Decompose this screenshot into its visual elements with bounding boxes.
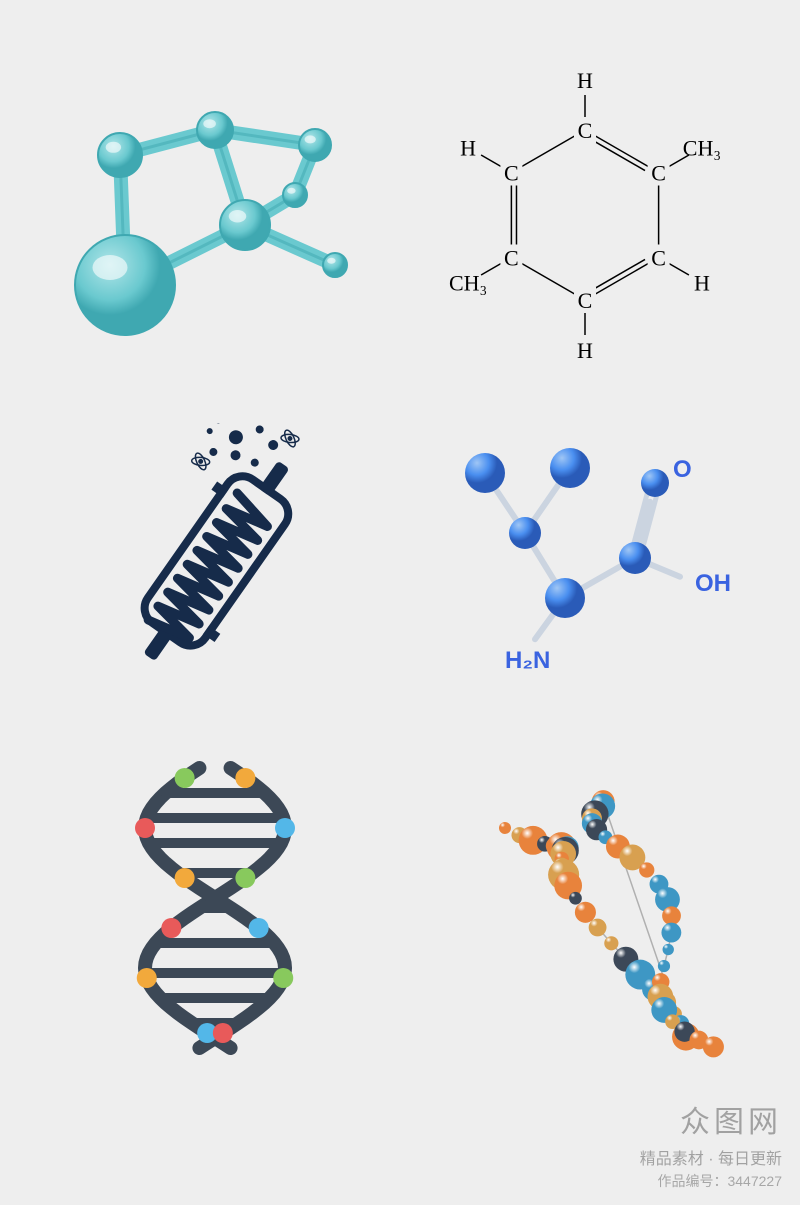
dna-icon bbox=[105, 758, 325, 1058]
amino-acid-icon: O OH H₂N bbox=[425, 423, 745, 703]
condenser-icon bbox=[75, 423, 355, 703]
watermark-id: 作品编号：3447227 bbox=[640, 1171, 782, 1191]
svg-text:OH: OH bbox=[695, 570, 731, 597]
molecule-teal-icon bbox=[65, 85, 365, 345]
svg-text:O: O bbox=[673, 456, 692, 483]
svg-text:C: C bbox=[651, 246, 666, 271]
watermark: 众图网 精品素材 · 每日更新 作品编号：3447227 bbox=[640, 1097, 782, 1191]
svg-text:H₂N: H₂N bbox=[505, 647, 550, 674]
svg-text:C: C bbox=[504, 246, 519, 271]
panel-benzene: CCCCCCHCH₃HHCH₃H bbox=[410, 60, 760, 370]
panel-condenser bbox=[40, 410, 390, 715]
panel-dna bbox=[40, 755, 390, 1060]
panel-molecule-teal bbox=[40, 60, 390, 370]
panel-amino-acid: O OH H₂N bbox=[410, 410, 760, 715]
svg-text:H: H bbox=[694, 271, 710, 296]
svg-text:C: C bbox=[504, 161, 519, 186]
svg-text:H: H bbox=[577, 338, 593, 363]
watermark-main: 众图网 bbox=[640, 1097, 782, 1141]
watermark-sub: 精品素材 · 每日更新 bbox=[640, 1145, 782, 1169]
svg-text:H: H bbox=[460, 136, 476, 161]
svg-text:H: H bbox=[577, 68, 593, 93]
svg-text:C: C bbox=[651, 161, 666, 186]
panel-cluster bbox=[410, 755, 760, 1060]
svg-text:CH₃: CH₃ bbox=[449, 271, 487, 296]
svg-text:C: C bbox=[578, 288, 593, 313]
benzene-icon: CCCCCCHCH₃HHCH₃H bbox=[415, 60, 755, 370]
svg-text:CH₃: CH₃ bbox=[683, 136, 721, 161]
molecule-cluster-icon bbox=[435, 758, 735, 1058]
svg-text:C: C bbox=[578, 118, 593, 143]
infographic-grid: CCCCCCHCH₃HHCH₃H OOHH₂N bbox=[0, 0, 800, 1120]
